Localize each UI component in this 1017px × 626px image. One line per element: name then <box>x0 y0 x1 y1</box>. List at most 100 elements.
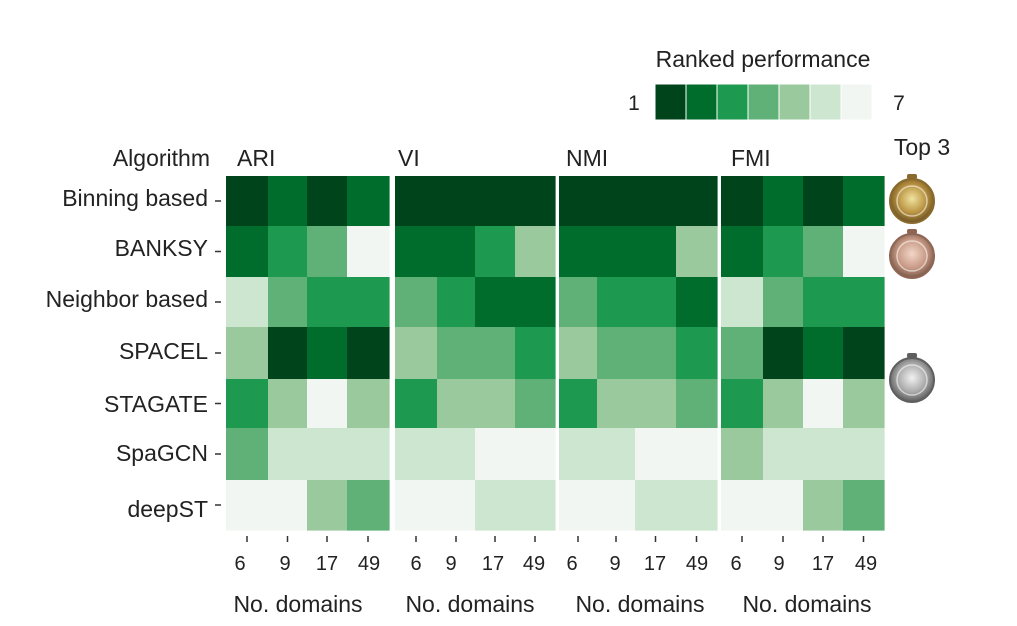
cell-fmi-spagcn-49 <box>843 428 885 481</box>
cell-vi-neighbor-based-17 <box>475 277 516 328</box>
cell-nmi-binning-based-6 <box>559 176 598 227</box>
y-axis-title: Algorithm <box>113 145 210 171</box>
x-tick-label: 6 <box>234 553 245 575</box>
cell-fmi-banksy-49 <box>843 226 885 278</box>
cell-ari-banksy-17 <box>307 226 348 278</box>
panel-title-vi: VI <box>398 145 420 171</box>
medal-inner-ring <box>896 240 928 272</box>
cell-nmi-spacel-49 <box>676 327 718 380</box>
cell-vi-deepst-49 <box>515 480 556 531</box>
cell-nmi-neighbor-based-9 <box>597 277 636 328</box>
cell-ari-spagcn-6 <box>226 428 269 481</box>
x-tick-labels: 6 9 17 49 6 9 17 49 6 9 17 49 6 9 17 49 <box>234 553 877 575</box>
legend-swatch-rank-2 <box>685 83 718 121</box>
cell-nmi-deepst-6 <box>559 480 598 531</box>
medal-loop <box>907 229 917 234</box>
cell-ari-stagate-17 <box>307 379 348 429</box>
cell-ari-neighbor-based-9 <box>268 277 308 328</box>
cell-vi-neighbor-based-9 <box>437 277 476 328</box>
cell-nmi-banksy-9 <box>597 226 636 278</box>
cell-fmi-spagcn-17 <box>803 428 844 481</box>
medal-inner-ring <box>896 185 928 217</box>
cell-nmi-deepst-9 <box>597 480 636 531</box>
panel-title-ari: ARI <box>237 145 275 171</box>
cell-nmi-stagate-17 <box>635 379 677 429</box>
cell-nmi-binning-based-49 <box>676 176 718 227</box>
cell-ari-binning-based-6 <box>226 176 269 227</box>
cell-nmi-binning-based-17 <box>635 176 677 227</box>
cell-fmi-deepst-9 <box>763 480 804 531</box>
cell-vi-spacel-6 <box>395 327 438 380</box>
cell-fmi-stagate-6 <box>721 379 764 429</box>
cell-nmi-spagcn-49 <box>676 428 718 481</box>
row-label: Neighbor based <box>46 286 208 312</box>
cell-nmi-neighbor-based-49 <box>676 277 718 328</box>
x-axis-title: No. domains <box>742 591 871 617</box>
cell-nmi-banksy-49 <box>676 226 718 278</box>
cell-fmi-neighbor-based-6 <box>721 277 764 328</box>
heatmap-cells <box>226 176 885 531</box>
legend-swatch-rank-5 <box>778 83 811 121</box>
cell-nmi-spacel-6 <box>559 327 598 380</box>
gold-medal-icon <box>889 174 935 224</box>
cell-ari-binning-based-49 <box>347 176 390 227</box>
cell-vi-deepst-6 <box>395 480 438 531</box>
cell-fmi-stagate-17 <box>803 379 844 429</box>
x-tick-label: 9 <box>773 553 784 575</box>
cell-fmi-stagate-49 <box>843 379 885 429</box>
medal-inner-ring <box>896 364 928 396</box>
cell-ari-neighbor-based-6 <box>226 277 269 328</box>
cell-vi-banksy-9 <box>437 226 476 278</box>
cell-vi-neighbor-based-6 <box>395 277 438 328</box>
cell-ari-stagate-9 <box>268 379 308 429</box>
x-tick-label: 49 <box>358 553 380 575</box>
cell-vi-binning-based-17 <box>475 176 516 227</box>
cell-fmi-binning-based-6 <box>721 176 764 227</box>
cell-vi-spagcn-9 <box>437 428 476 481</box>
cell-fmi-banksy-6 <box>721 226 764 278</box>
silver-medal-icon <box>889 353 935 403</box>
row-label: STAGATE <box>104 391 208 417</box>
cell-vi-stagate-49 <box>515 379 556 429</box>
x-tick-label: 17 <box>316 553 338 575</box>
legend-swatch-rank-7 <box>840 83 873 121</box>
cell-fmi-spacel-49 <box>843 327 885 380</box>
cell-fmi-deepst-6 <box>721 480 764 531</box>
cell-vi-spagcn-49 <box>515 428 556 481</box>
cell-fmi-spacel-6 <box>721 327 764 380</box>
cell-nmi-spagcn-6 <box>559 428 598 481</box>
cell-ari-deepst-17 <box>307 480 348 531</box>
cell-fmi-binning-based-49 <box>843 176 885 227</box>
legend-swatch-rank-6 <box>809 83 842 121</box>
cell-nmi-spacel-17 <box>635 327 677 380</box>
x-axis-title: No. domains <box>575 591 704 617</box>
cell-ari-spacel-49 <box>347 327 390 380</box>
bronze-medal-icon <box>889 229 935 279</box>
cell-fmi-spacel-9 <box>763 327 804 380</box>
x-tick-label: 49 <box>855 553 877 575</box>
panel-title-fmi: FMI <box>731 145 771 171</box>
cell-ari-binning-based-17 <box>307 176 348 227</box>
cell-ari-deepst-49 <box>347 480 390 531</box>
cell-nmi-deepst-17 <box>635 480 677 531</box>
cell-vi-deepst-9 <box>437 480 476 531</box>
x-tick-label: 17 <box>644 553 666 575</box>
cell-nmi-banksy-6 <box>559 226 598 278</box>
cell-nmi-spacel-9 <box>597 327 636 380</box>
cell-nmi-spagcn-9 <box>597 428 636 481</box>
x-axis-title: No. domains <box>233 591 362 617</box>
cell-vi-spacel-17 <box>475 327 516 380</box>
axis-ticks <box>215 200 865 542</box>
cell-nmi-spagcn-17 <box>635 428 677 481</box>
cell-ari-banksy-9 <box>268 226 308 278</box>
cell-vi-banksy-6 <box>395 226 438 278</box>
cell-nmi-stagate-49 <box>676 379 718 429</box>
x-tick-label: 6 <box>410 553 421 575</box>
cell-ari-deepst-6 <box>226 480 269 531</box>
x-tick-label: 9 <box>609 553 620 575</box>
legend-title: Ranked performance <box>656 46 871 72</box>
cell-fmi-spagcn-9 <box>763 428 804 481</box>
row-label: Binning based <box>62 185 208 211</box>
cell-ari-stagate-6 <box>226 379 269 429</box>
